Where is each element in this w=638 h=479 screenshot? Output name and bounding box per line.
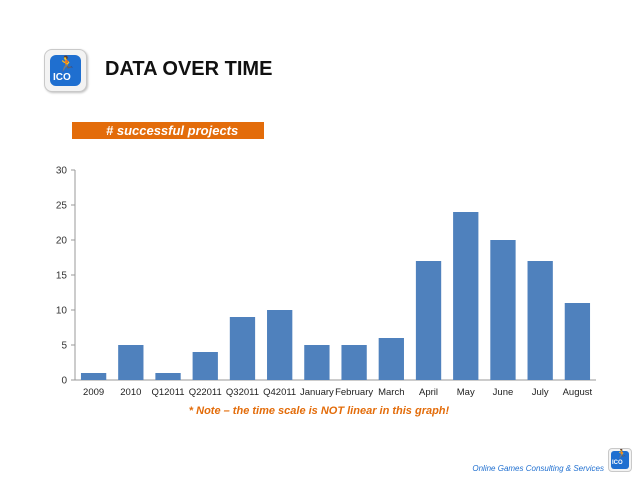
bar-august bbox=[564, 303, 591, 380]
x-tick-label: Q42011 bbox=[263, 387, 296, 398]
bar-2010 bbox=[118, 345, 144, 380]
x-tick-label: August bbox=[563, 387, 593, 398]
x-tick-label: June bbox=[493, 387, 514, 398]
logo-text: ICO bbox=[53, 72, 71, 83]
x-tick-label: January bbox=[300, 387, 334, 398]
chart-note: * Note – the time scale is NOT linear in… bbox=[188, 405, 450, 417]
x-tick-label: February bbox=[335, 387, 373, 398]
bar-q12011 bbox=[155, 373, 181, 380]
bar-may bbox=[453, 212, 479, 380]
bar-2009 bbox=[80, 373, 107, 380]
runner-icon: 🏃 bbox=[57, 55, 76, 73]
x-tick-label: April bbox=[419, 387, 438, 398]
y-tick-label: 10 bbox=[56, 306, 68, 317]
x-tick-label: July bbox=[532, 387, 549, 398]
bar-april bbox=[415, 261, 442, 380]
bar-january bbox=[304, 345, 330, 380]
x-tick-label: Q32011 bbox=[226, 387, 259, 398]
footer-text: Online Games Consulting & Services bbox=[472, 464, 604, 473]
chart-banner: # successful projects bbox=[72, 122, 264, 139]
x-tick-label: March bbox=[378, 387, 404, 398]
company-logo: 🏃 ICO bbox=[44, 49, 87, 92]
bar-q42011 bbox=[267, 310, 293, 380]
y-tick-label: 0 bbox=[61, 376, 67, 387]
bar-february bbox=[341, 345, 367, 380]
footer-runner-icon: 🏃 bbox=[616, 450, 628, 460]
x-tick-label: May bbox=[457, 387, 475, 398]
x-tick-label: 2009 bbox=[83, 387, 104, 398]
y-tick-label: 5 bbox=[61, 341, 67, 352]
y-tick-label: 25 bbox=[56, 201, 68, 212]
bar-july bbox=[527, 261, 553, 380]
bar-june bbox=[490, 240, 516, 380]
footer-logo-text: ICO bbox=[612, 460, 623, 466]
y-tick-label: 20 bbox=[56, 236, 68, 247]
y-tick-label: 30 bbox=[56, 166, 68, 177]
x-tick-label: 2010 bbox=[120, 387, 141, 398]
slide-title: DATA OVER TIME bbox=[105, 58, 273, 80]
x-tick-label: Q12011 bbox=[151, 387, 184, 398]
footer-logo: 🏃 ICO bbox=[608, 448, 632, 472]
logo-badge: 🏃 ICO bbox=[50, 55, 81, 86]
bar-q32011 bbox=[229, 317, 256, 380]
bars bbox=[80, 212, 591, 380]
bar-march bbox=[378, 338, 404, 380]
bar-q22011 bbox=[192, 352, 218, 380]
footer-logo-badge: 🏃 ICO bbox=[611, 450, 629, 469]
y-tick-label: 15 bbox=[56, 271, 68, 282]
x-tick-label: Q22011 bbox=[189, 387, 222, 398]
y-axis: 0 5 10 15 20 25 30 bbox=[56, 166, 76, 387]
x-axis: 2009 2010 Q12011 Q22011 Q32011 Q42011 January F… bbox=[75, 379, 596, 398]
